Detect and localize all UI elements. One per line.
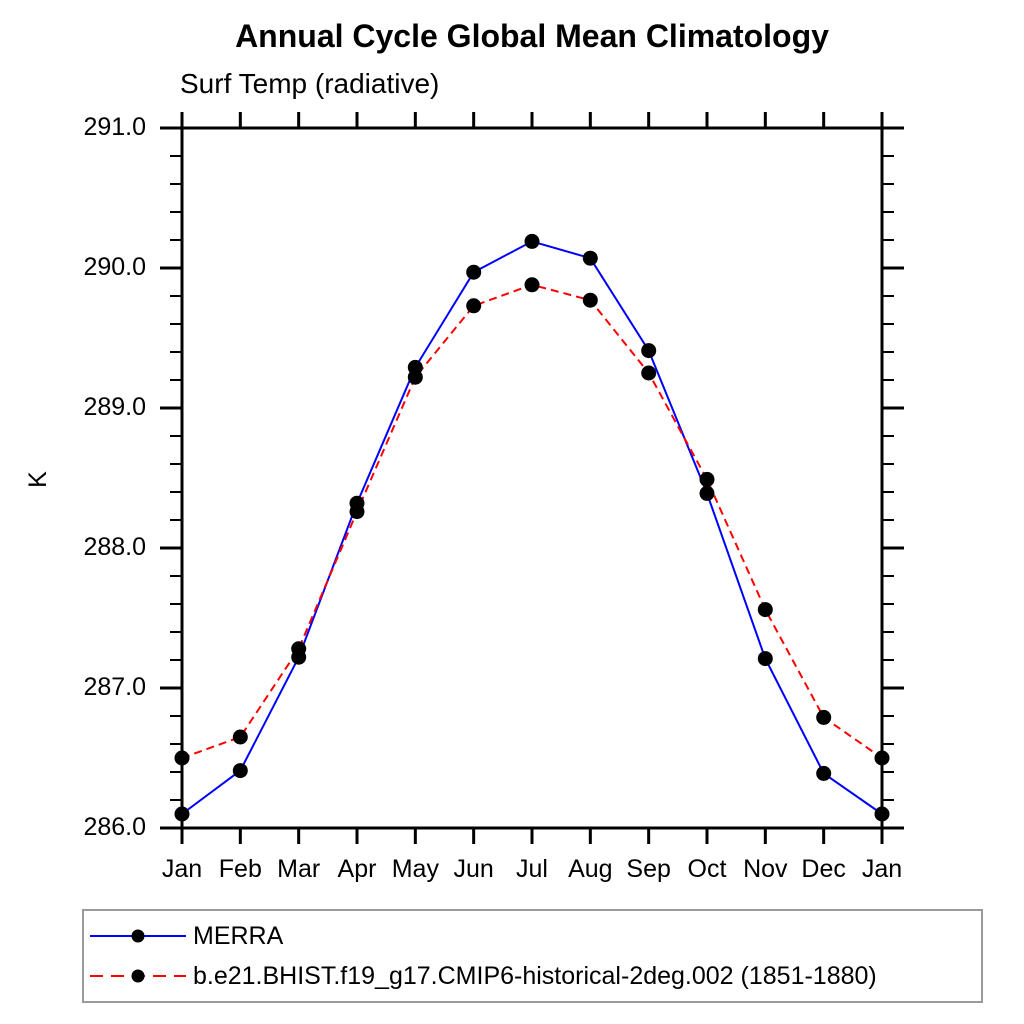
legend-label-cesm: b.e21.BHIST.f19_g17.CMIP6-historical-2de… bbox=[193, 961, 877, 990]
y-tick-label: 286.0 bbox=[83, 812, 146, 841]
chart-title: Annual Cycle Global Mean Climatology bbox=[235, 18, 829, 54]
cesm-bhist-data-point-marker bbox=[174, 750, 190, 766]
cesm-bhist-data-point-marker bbox=[757, 602, 773, 618]
legend-item-merra: MERRA bbox=[87, 916, 283, 956]
merra-data-point-marker bbox=[174, 806, 190, 822]
cesm-bhist-data-point-marker bbox=[874, 750, 890, 766]
merra-data-point-marker bbox=[524, 233, 540, 249]
cesm-marker-icon bbox=[131, 969, 145, 983]
y-tick-label: 291.0 bbox=[83, 112, 146, 141]
cesm-bhist-data-point-marker bbox=[466, 298, 482, 314]
merra-data-point-marker bbox=[874, 806, 890, 822]
cesm-bhist-data-point-marker bbox=[291, 641, 307, 657]
legend: MERRA b.e21.BHIST.f19_g17.CMIP6-historic… bbox=[82, 909, 983, 1003]
merra-data-point-marker bbox=[816, 765, 832, 781]
x-tick-label: Aug bbox=[568, 855, 613, 883]
cesm-bhist-data-point-marker bbox=[232, 729, 248, 745]
merra-data-point-marker bbox=[699, 485, 715, 501]
merra-data-point-marker bbox=[232, 763, 248, 779]
cesm-line-sample-icon bbox=[90, 969, 186, 983]
x-tick-label: Feb bbox=[218, 855, 262, 883]
x-tick-label: Nov bbox=[743, 855, 788, 883]
axis-ticks bbox=[160, 112, 904, 844]
cesm-bhist-data-point-marker bbox=[699, 471, 715, 487]
cesm-bhist-data-point-marker bbox=[641, 365, 657, 381]
plot-frame bbox=[180, 126, 884, 830]
merra-data-point-marker bbox=[466, 264, 482, 280]
legend-label-merra: MERRA bbox=[193, 921, 284, 950]
chart-subtitle: Surf Temp (radiative) bbox=[180, 68, 440, 99]
cesm-bhist-data-point-marker bbox=[407, 369, 423, 385]
cesm-bhist-data-point-marker bbox=[582, 292, 598, 308]
x-tick-label: Apr bbox=[337, 855, 377, 883]
x-tick-label: Jan bbox=[861, 855, 903, 883]
x-tick-label: Oct bbox=[687, 855, 727, 883]
cesm-bhist-line bbox=[181, 283, 883, 759]
y-tick-label: 287.0 bbox=[83, 672, 146, 701]
merra-data-point-marker bbox=[582, 250, 598, 266]
x-tick-label: Sep bbox=[626, 855, 671, 883]
x-tick-label: May bbox=[391, 855, 439, 883]
legend-item-cesm: b.e21.BHIST.f19_g17.CMIP6-historical-2de… bbox=[87, 956, 877, 996]
x-tick-label: Jan bbox=[161, 855, 203, 883]
merra-data-point-marker bbox=[641, 343, 657, 359]
merra-marker-icon bbox=[131, 929, 145, 943]
x-tick-label: Jun bbox=[453, 855, 494, 883]
x-tick-label: Jul bbox=[516, 855, 548, 883]
cesm-bhist-data-point-marker bbox=[349, 504, 365, 520]
y-tick-label: 290.0 bbox=[83, 252, 146, 281]
x-tick-label: Dec bbox=[801, 855, 846, 883]
cesm-bhist-data-point-marker bbox=[524, 277, 540, 293]
merra-data-point-marker bbox=[757, 651, 773, 667]
merra-line-sample-icon bbox=[90, 929, 186, 943]
merra-line bbox=[181, 240, 883, 815]
y-tick-label: 288.0 bbox=[83, 532, 146, 561]
x-tick-label: Mar bbox=[277, 855, 321, 883]
y-tick-label: 289.0 bbox=[83, 392, 146, 421]
cesm-bhist-data-point-marker bbox=[816, 709, 832, 725]
